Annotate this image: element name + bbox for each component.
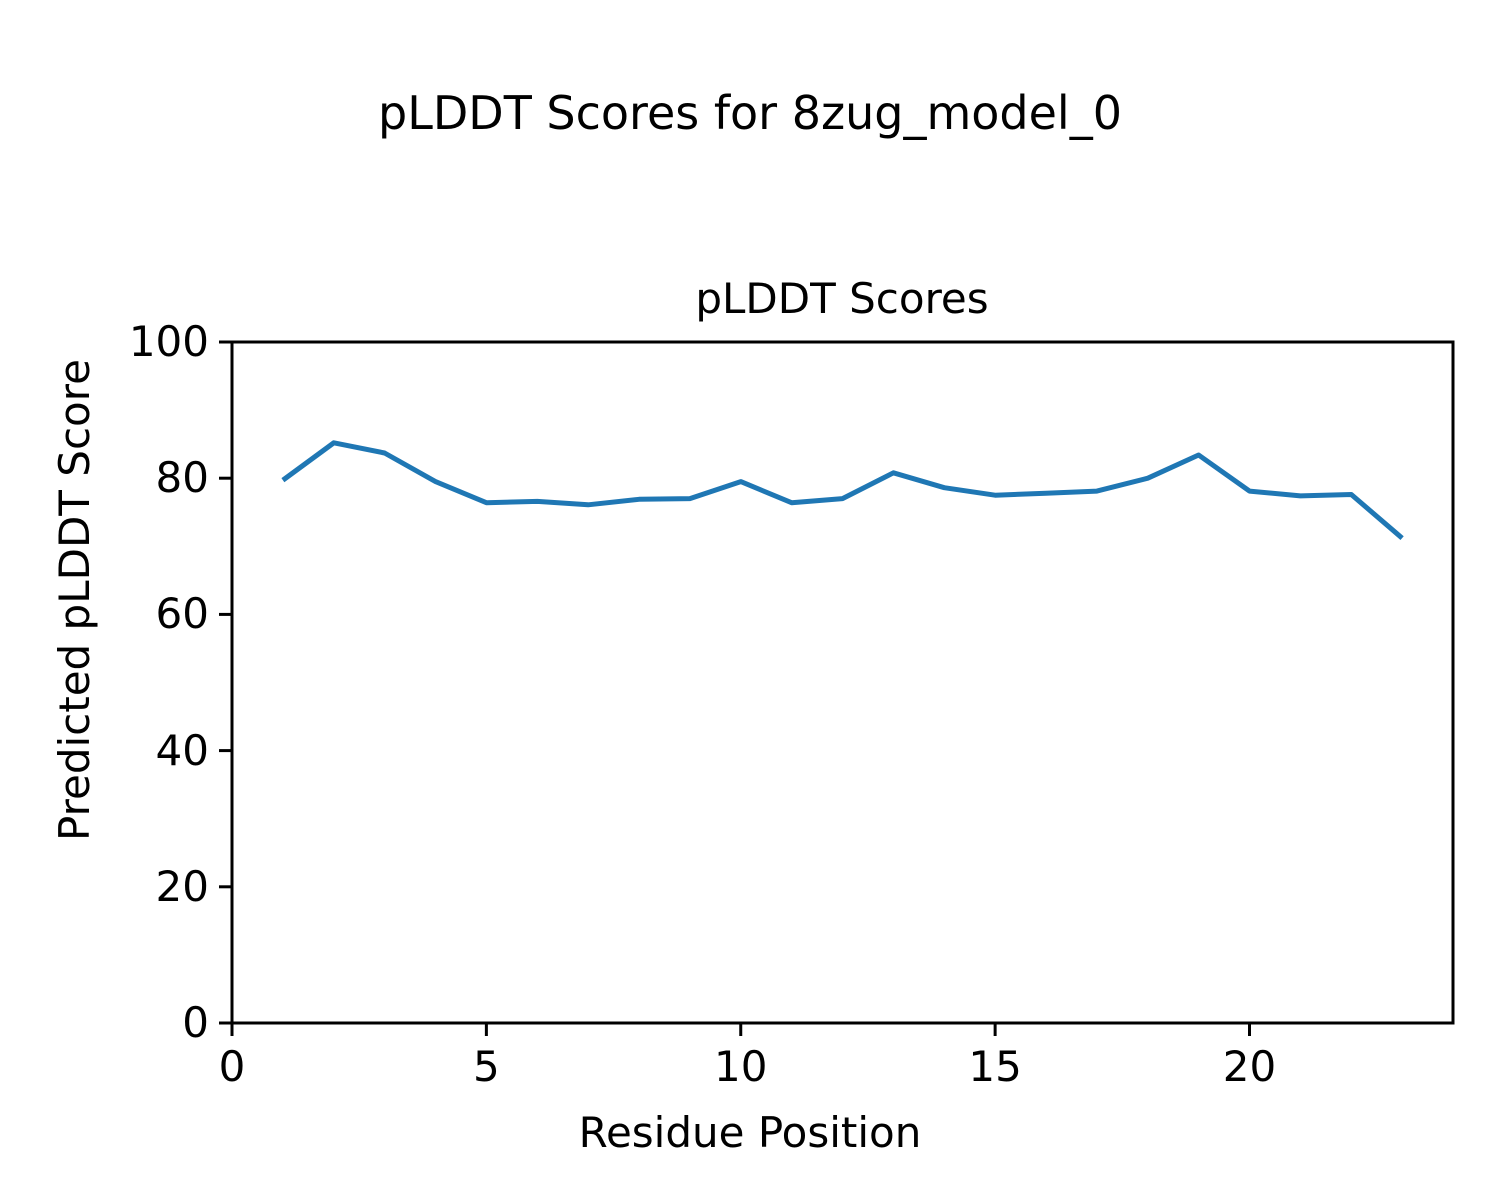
axis-tick-marks: [219, 340, 1251, 1036]
y-tick-label: 20: [155, 861, 209, 911]
x-tick-label: 0: [218, 1042, 246, 1091]
x-tick-label: 10: [714, 1042, 768, 1091]
y-tick-label: 80: [155, 453, 209, 503]
y-tick-label: 40: [155, 725, 209, 775]
plddt-line-series: [281, 440, 1404, 540]
x-tick-label: 15: [968, 1042, 1022, 1091]
y-tick-label: 0: [182, 998, 209, 1047]
figure-suptitle: pLDDT Scores for 8zug_model_0: [378, 86, 1122, 140]
y-tick-label: 100: [128, 317, 209, 366]
x-axis-label: Residue Position: [578, 1108, 922, 1157]
axes-frame: [230, 340, 1455, 1025]
x-tick-label: 20: [1222, 1042, 1277, 1091]
axes-title: pLDDT Scores: [695, 274, 989, 323]
y-tick-label: 60: [155, 589, 209, 639]
x-tick-label: 5: [473, 1042, 500, 1091]
